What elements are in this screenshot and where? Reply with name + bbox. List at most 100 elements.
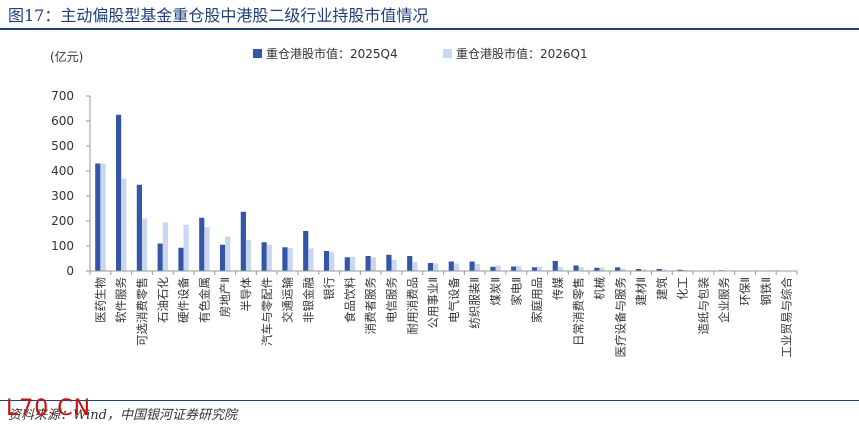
bar-chart: 重仓港股市值：2025Q4 重仓港股市值：2026Q1 (亿元) 0 100 200 3… [50, 46, 798, 358]
y-tick-label: 600 [51, 114, 74, 128]
bar-2026q1-9 [266, 244, 272, 271]
source-note: 资料来源：Wind，中国银河证券研究院 [8, 408, 237, 423]
bar-2025q4-24 [573, 265, 579, 271]
bar-2025q4-5 [178, 247, 184, 271]
bar-2026q1-18 [453, 263, 460, 271]
x-tick-label: 硬件设备 [177, 277, 191, 323]
x-tick-label: 传媒 [551, 277, 565, 300]
bar-2026q1-20 [495, 265, 501, 271]
x-tick-label: 电信服务 [385, 277, 399, 323]
chart-title: 图17：主动偏股型基金重仓股中港股二级行业持股市值情况 [8, 6, 429, 25]
bar-2025q4-4 [157, 243, 163, 271]
x-tick-label: 化工 [676, 277, 690, 300]
y-tick-label: 200 [51, 214, 74, 228]
x-tick-label: 汽车与零配件 [260, 277, 274, 346]
bar-2026q1-4 [162, 222, 168, 271]
x-tick-label: 房地产Ⅱ [218, 277, 232, 317]
x-tick-label: 纺织服装Ⅱ [468, 277, 482, 329]
bar-2026q1-28 [661, 269, 668, 271]
bar-2026q1-8 [245, 239, 252, 271]
x-tick-label: 非银金融 [301, 277, 315, 323]
x-tick-label: 机械 [592, 277, 606, 300]
x-tick-label: 食品饮料 [343, 277, 357, 323]
x-tick-label: 工业贸易与综合 [780, 277, 794, 358]
bar-2025q4-23 [552, 261, 558, 271]
bar-2025q4-14 [365, 256, 371, 271]
bar-2026q1-17 [433, 263, 439, 271]
x-tick-label: 软件服务 [114, 277, 128, 323]
footer-divider [0, 400, 859, 401]
y-tick-label: 0 [66, 264, 74, 278]
bar-2026q1-16 [412, 262, 418, 271]
x-tick-label: 煤炭Ⅱ [488, 277, 502, 306]
x-tick-label: 有色金属 [197, 277, 211, 323]
bar-2025q4-8 [240, 211, 246, 271]
bars [95, 114, 792, 271]
bar-2025q4-11 [303, 231, 309, 271]
bar-2026q1-5 [183, 224, 189, 271]
y-axis: 0 100 200 300 400 500 600 700 [51, 89, 91, 278]
x-tick-label: 半导体 [239, 277, 253, 312]
x-tick-label: 日常消费零售 [572, 277, 586, 346]
bar-2025q4-16 [407, 256, 413, 271]
y-tick-label: 500 [51, 139, 74, 153]
y-tick-label: 100 [51, 239, 74, 253]
x-tick-label: 消费者服务 [364, 277, 378, 335]
bar-2025q4-6 [199, 217, 205, 271]
bar-2026q1-1 [100, 163, 106, 271]
x-tick-label: 造纸与包装 [696, 277, 710, 335]
x-tick-label: 环保Ⅱ [738, 277, 752, 306]
x-tick-label: 石油石化 [156, 277, 170, 323]
x-tick-label: 建材Ⅱ [634, 277, 648, 306]
bar-2026q1-13 [349, 256, 356, 271]
bar-2026q1-11 [308, 248, 314, 271]
legend-label-1: 重仓港股市值：2025Q4 [266, 46, 398, 61]
y-tick-label: 400 [51, 164, 74, 178]
bar-2026q1-22 [537, 266, 543, 271]
bar-2026q1-12 [329, 252, 335, 271]
y-tick-label: 700 [51, 89, 74, 103]
bar-2026q1-15 [391, 259, 397, 271]
bar-2025q4-29 [677, 269, 683, 271]
bar-2026q1-27 [641, 269, 647, 271]
bar-2025q4-21 [511, 266, 517, 271]
x-tick-label: 公用事业Ⅱ [426, 277, 440, 329]
x-tick-label: 家电Ⅱ [509, 277, 523, 306]
legend-swatch-2 [443, 49, 452, 58]
bar-2025q4-18 [448, 261, 454, 271]
x-axis: 医药生物 软件服务 可选消费零售 石油石化 硬件设备 有色金属 房地产Ⅱ 半导体 汽车与零配件交… [89, 270, 798, 358]
bar-2026q1-24 [578, 267, 584, 271]
x-tick-label: 家庭用品 [530, 277, 544, 323]
bar-2026q1-21 [516, 266, 522, 271]
bar-2025q4-22 [531, 267, 538, 271]
x-tick-label: 钢铁Ⅱ [759, 277, 773, 306]
bar-2025q4-28 [656, 269, 662, 271]
x-tick-label: 耐用消费品 [405, 277, 419, 335]
title-divider [0, 28, 859, 30]
watermark-logo: L70.CN [6, 396, 92, 421]
bar-2026q1-14 [370, 257, 376, 271]
bar-2025q4-19 [469, 261, 475, 271]
bar-2025q4-20 [490, 266, 496, 271]
bar-2025q4-12 [323, 251, 330, 271]
bar-2026q1-6 [204, 227, 210, 271]
x-tick-label: 医药生物 [93, 277, 107, 323]
x-tick-label: 可选消费零售 [135, 277, 149, 346]
x-tick-label: 交通运输 [281, 277, 295, 323]
bar-2025q4-7 [219, 244, 226, 271]
legend-label-2: 重仓港股市值：2026Q1 [456, 46, 588, 61]
bar-2025q4-3 [136, 184, 142, 271]
bar-2026q1-10 [287, 248, 293, 271]
x-tick-label: 企业服务 [717, 277, 731, 323]
bar-2026q1-19 [474, 264, 480, 271]
bar-2025q4-27 [635, 269, 642, 271]
bar-2025q4-9 [261, 242, 267, 271]
bar-2025q4-26 [615, 267, 621, 271]
bar-2026q1-26 [620, 268, 626, 271]
legend-swatch-1 [253, 49, 262, 58]
bar-2025q4-10 [282, 247, 288, 271]
x-tick-label: 建筑 [655, 277, 669, 300]
legend: 重仓港股市值：2025Q4 重仓港股市值：2026Q1 [253, 46, 588, 61]
x-tick-label: 银行 [322, 277, 336, 300]
bar-2026q1-7 [225, 236, 231, 271]
